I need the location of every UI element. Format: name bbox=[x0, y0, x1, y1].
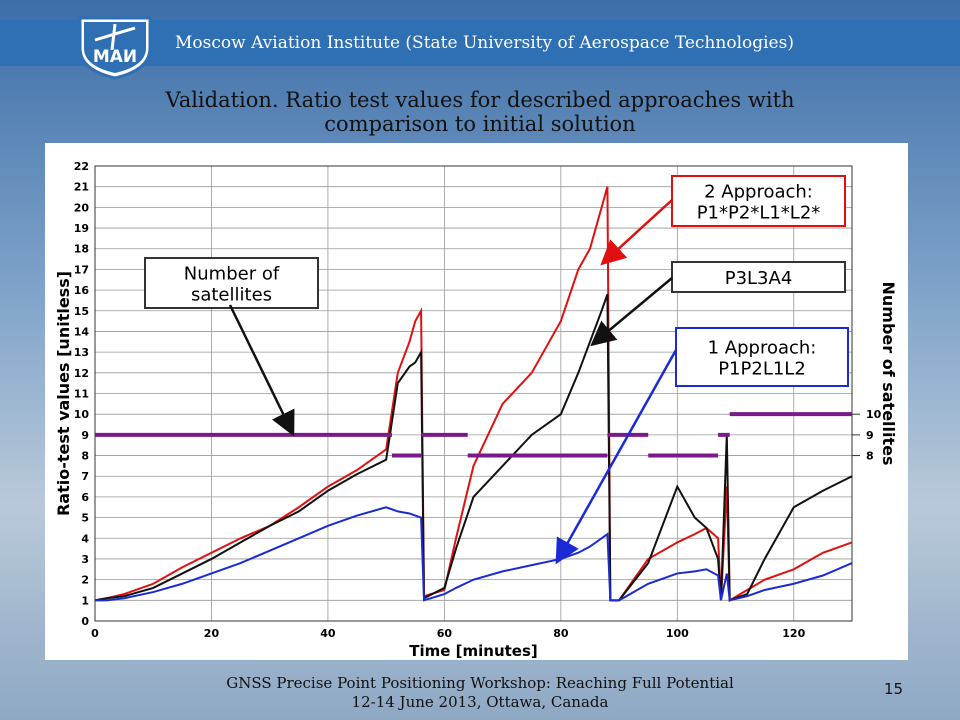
title-line: comparison to initial solution bbox=[324, 112, 636, 136]
chart-background bbox=[45, 143, 908, 660]
annotation-text: P1*P2*L1*L2* bbox=[697, 203, 821, 224]
x-tick-label: 40 bbox=[320, 627, 336, 640]
x-tick-label: 120 bbox=[782, 627, 805, 640]
y-tick-label: 13 bbox=[74, 346, 89, 359]
y-tick-label: 10 bbox=[74, 408, 90, 421]
y-tick-label: 20 bbox=[74, 201, 90, 214]
y-tick-label: 19 bbox=[74, 222, 89, 235]
y-tick-label: 9 bbox=[81, 429, 89, 442]
y-tick-label: 0 bbox=[81, 615, 89, 628]
x-tick-label: 100 bbox=[666, 627, 689, 640]
y-tick-label: 18 bbox=[74, 243, 89, 256]
annotation-box bbox=[671, 175, 846, 227]
logo-text: МАИ bbox=[93, 47, 137, 67]
series-line bbox=[95, 506, 853, 602]
x-tick-label: 0 bbox=[91, 627, 99, 640]
y-tick-label: 16 bbox=[74, 284, 90, 297]
y-tick-label: 15 bbox=[74, 305, 89, 318]
y-tick-label: 6 bbox=[81, 491, 89, 504]
y-tick-label: 22 bbox=[74, 160, 89, 173]
annotation-text: P1P2L1L2 bbox=[718, 359, 806, 380]
y-tick-label: 8 bbox=[81, 450, 89, 463]
y-axis-label: Ratio-test values [unitless] bbox=[54, 271, 73, 516]
y-tick-label: 21 bbox=[74, 181, 89, 194]
annotation-text: Number of bbox=[184, 264, 280, 285]
y-tick-label: 3 bbox=[81, 553, 89, 566]
annotation-box bbox=[675, 327, 849, 387]
annotation-text: 2 Approach: bbox=[704, 182, 813, 203]
x-tick-label: 20 bbox=[204, 627, 220, 640]
header-bar bbox=[0, 20, 960, 66]
series-line bbox=[94, 293, 853, 602]
y2-tick-label: 10 bbox=[866, 408, 882, 421]
x-axis-label: Time [minutes] bbox=[409, 642, 538, 660]
y-tick-label: 1 bbox=[81, 594, 89, 607]
annotation-box bbox=[671, 261, 846, 293]
y-tick-label: 12 bbox=[74, 367, 89, 380]
y2-tick-label: 8 bbox=[866, 450, 874, 463]
annotation-text: 1 Approach: bbox=[708, 338, 817, 359]
y-tick-label: 17 bbox=[74, 263, 89, 276]
page-number: 15 bbox=[884, 680, 904, 698]
annotation-text: P3L3A4 bbox=[725, 268, 793, 289]
logo: МАИ bbox=[78, 16, 152, 80]
y-tick-label: 7 bbox=[81, 470, 89, 483]
footer-line: GNSS Precise Point Positioning Workshop:… bbox=[226, 674, 734, 692]
plot-frame bbox=[94, 165, 853, 622]
y2-axis-label: Number of satellites bbox=[879, 281, 898, 465]
y-tick-label: 4 bbox=[81, 532, 89, 545]
annotation-box bbox=[144, 257, 319, 309]
slide-title: Validation. Ratio test values for descri… bbox=[80, 88, 880, 136]
y-tick-label: 11 bbox=[74, 388, 89, 401]
annotation-arrow bbox=[590, 277, 673, 347]
footer: GNSS Precise Point Positioning Workshop:… bbox=[140, 674, 820, 712]
y2-tick-label: 9 bbox=[866, 429, 874, 442]
x-tick-label: 80 bbox=[553, 627, 569, 640]
annotation-arrow bbox=[555, 349, 678, 565]
annotation-arrow bbox=[600, 199, 673, 266]
footer-line: 12-14 June 2013, Ottawa, Canada bbox=[351, 693, 609, 711]
y-tick-label: 5 bbox=[81, 512, 89, 525]
institute-name: Moscow Aviation Institute (State Univers… bbox=[175, 33, 794, 53]
y-tick-label: 14 bbox=[74, 325, 90, 338]
annotation-text: satellites bbox=[191, 285, 272, 306]
title-line: Validation. Ratio test values for descri… bbox=[165, 88, 795, 112]
annotation-arrow bbox=[228, 304, 295, 437]
y-tick-label: 2 bbox=[81, 574, 89, 587]
x-tick-label: 60 bbox=[437, 627, 453, 640]
